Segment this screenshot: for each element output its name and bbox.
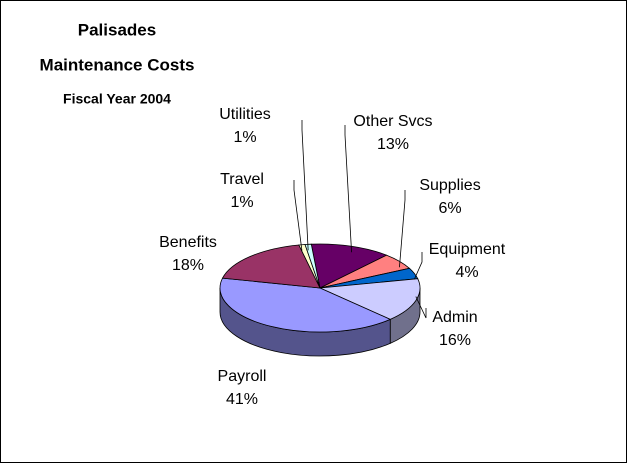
chart-title: Maintenance Costs — [40, 55, 195, 74]
slice-label: Payroll — [218, 368, 267, 385]
slice-value-label: 13% — [377, 136, 409, 153]
pie-slice — [221, 244, 321, 289]
slice-value-label: 6% — [438, 200, 461, 217]
slice-label: Travel — [220, 171, 264, 188]
leader-line — [293, 180, 303, 251]
leader-line — [399, 190, 406, 268]
slice-value-label: 4% — [455, 264, 478, 281]
slice-label: Supplies — [419, 177, 480, 194]
leader-line — [415, 296, 427, 319]
slice-value-label: 16% — [439, 332, 471, 349]
chart-title: Palisades — [78, 20, 156, 39]
pie-slice — [219, 277, 392, 333]
slice-value-label: 1% — [230, 194, 253, 211]
leader-line — [413, 252, 423, 280]
slice-value-label: 18% — [172, 257, 204, 274]
slice-label: Equipment — [429, 241, 506, 258]
leader-line — [344, 125, 352, 253]
slice-value-label: 1% — [233, 129, 256, 146]
leader-line — [301, 120, 309, 251]
chart-subtitle: Fiscal Year 2004 — [63, 91, 171, 107]
slice-label: Benefits — [159, 234, 217, 251]
slice-label: Admin — [432, 309, 477, 326]
slice-value-label: 41% — [226, 391, 258, 408]
slice-label: Other Svcs — [353, 113, 432, 130]
slice-label: Utilities — [219, 106, 271, 123]
pie-slice — [318, 278, 421, 320]
